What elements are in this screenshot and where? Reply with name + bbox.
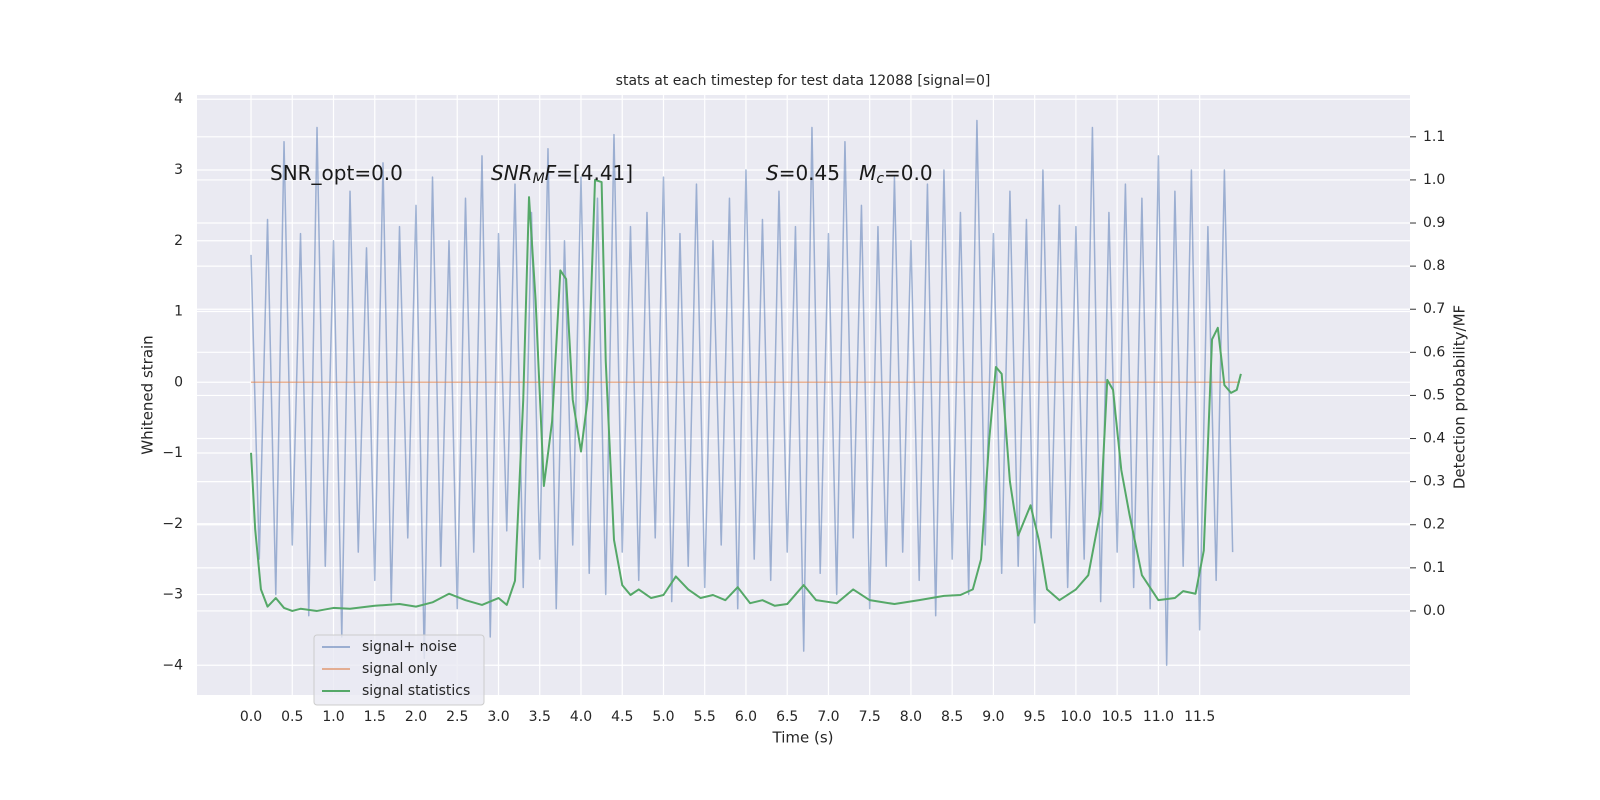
x-axis-label: Time (s) — [772, 729, 834, 747]
chart-title: stats at each timestep for test data 120… — [616, 73, 991, 89]
y2-tick-label: 0.7 — [1423, 301, 1445, 317]
y2-tick-label: 0.2 — [1423, 517, 1445, 533]
y2-tick-label: 0.0 — [1423, 603, 1445, 619]
y2-tick-label: 0.1 — [1423, 560, 1445, 576]
legend: signal+ noise signal only signal statistic… — [313, 634, 485, 706]
x-tick-label: 7.0 — [817, 709, 839, 725]
y-tick-label: −1 — [162, 445, 183, 461]
y2-tick-label: 0.9 — [1423, 215, 1445, 231]
x-tick-label: 9.0 — [982, 709, 1004, 725]
x-tick-label: 11.5 — [1184, 709, 1215, 725]
y2-tick-label: 0.5 — [1423, 387, 1445, 403]
x-tick-label: 10.5 — [1102, 709, 1133, 725]
x-tick-label: 4.5 — [611, 709, 633, 725]
y2-tick-label: 0.4 — [1423, 431, 1445, 447]
x-tick-label: 1.5 — [364, 709, 386, 725]
x-tick-label: 10.0 — [1060, 709, 1091, 725]
y-tick-label: 0 — [174, 374, 183, 390]
legend-label: signal+ noise — [362, 639, 457, 655]
x-tick-label: 8.0 — [900, 709, 922, 725]
annotation: SNR_opt=0.0 — [270, 161, 403, 185]
y-tick-label: −3 — [162, 587, 183, 603]
y-tick-label: −4 — [162, 657, 183, 673]
x-tick-label: 6.5 — [776, 709, 798, 725]
x-tick-label: 11.0 — [1143, 709, 1174, 725]
x-tick-label: 6.0 — [735, 709, 757, 725]
y-tick-label: 3 — [174, 162, 183, 178]
y2-tick-label: 0.6 — [1423, 344, 1445, 360]
annotation: SNRMF=[4.41] — [491, 161, 633, 188]
series-line — [250, 119, 1234, 667]
y2-tick-label: 0.3 — [1423, 474, 1445, 490]
x-tick-label: 5.0 — [652, 709, 674, 725]
y2-tick-label: 1.1 — [1423, 129, 1445, 145]
x-tick-label: 2.5 — [446, 709, 468, 725]
y2-tick-label: 0.8 — [1423, 258, 1445, 274]
y-tick-label: −2 — [162, 516, 183, 532]
x-tick-label: 7.5 — [859, 709, 881, 725]
x-tick-label: 8.5 — [941, 709, 963, 725]
y2-tick-label: 1.0 — [1423, 172, 1445, 188]
x-tick-label: 0.5 — [281, 709, 303, 725]
y-axis-label: Whitened strain — [139, 335, 157, 454]
x-tick-label: 2.0 — [405, 709, 427, 725]
x-tick-label: 5.5 — [694, 709, 716, 725]
x-tick-label: 9.5 — [1024, 709, 1046, 725]
x-tick-label: 3.0 — [487, 709, 509, 725]
y-tick-label: 1 — [174, 304, 183, 320]
y-tick-label: 4 — [174, 91, 183, 107]
x-tick-label: 4.0 — [570, 709, 592, 725]
x-tick-label: 0.0 — [240, 709, 262, 725]
x-tick-label: 3.5 — [529, 709, 551, 725]
y2-axis-label: Detection probability/MF — [1451, 305, 1469, 489]
y-tick-label: 2 — [174, 233, 183, 249]
legend-box — [313, 634, 485, 706]
legend-label: signal statistics — [362, 683, 470, 699]
annotation: S=0.45 Mc=0.0 — [766, 161, 933, 188]
series-line — [250, 178, 1242, 612]
legend-label: signal only — [362, 661, 437, 677]
marks — [250, 119, 1242, 667]
x-tick-label: 1.0 — [322, 709, 344, 725]
